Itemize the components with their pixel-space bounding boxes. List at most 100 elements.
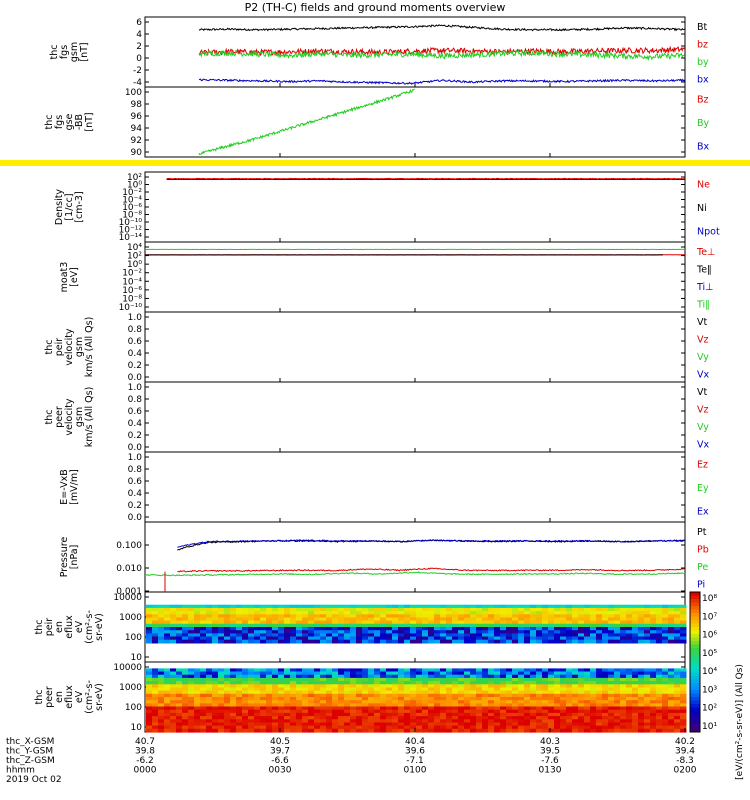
spectrogram-cell [254, 712, 261, 717]
spectrogram-cell [230, 709, 237, 714]
spectrogram-cell [320, 716, 327, 720]
spectrogram-cell [590, 617, 597, 622]
spectrogram-cell [332, 725, 339, 730]
spectrogram-cell [584, 639, 591, 644]
spectrogram-cell [494, 712, 501, 717]
spectrogram-cell [638, 674, 645, 679]
spectrogram-cell [440, 604, 447, 609]
spectrogram-cell [596, 607, 603, 612]
spectrogram-cell [218, 674, 225, 679]
spectrogram-cell [662, 690, 669, 695]
spectrogram-cell [368, 614, 375, 619]
spectrogram-cell [398, 639, 405, 644]
spectrogram-cell [410, 620, 417, 625]
spectrogram-cell [272, 709, 279, 714]
spectrogram-cell [212, 617, 219, 622]
spectrogram-cell [380, 684, 387, 689]
spectrogram-cell [542, 697, 549, 701]
spectrogram-cell [158, 614, 165, 619]
temperature-tick-label: 10² [127, 252, 142, 262]
spectrogram-cell [392, 709, 399, 714]
spectrogram-cell [590, 700, 597, 704]
spectrogram-cell [350, 712, 357, 717]
spectrogram-cell [416, 681, 423, 685]
spectrogram-cell [440, 722, 447, 727]
spectrogram-cell [434, 690, 441, 695]
spectrogram-cell [410, 687, 417, 692]
spectrogram-cell [230, 611, 237, 615]
spectrogram-cell [440, 639, 447, 644]
spectrogram-cell [434, 671, 441, 676]
spectrogram-cell [470, 728, 477, 733]
spectrogram-cell [224, 671, 231, 676]
spectrogram-cell [158, 712, 165, 717]
spectrogram-cell [632, 604, 639, 609]
spectrogram-cell [662, 725, 669, 730]
spectrogram-cell [290, 677, 297, 682]
spectrogram-cell [632, 671, 639, 676]
spectrogram-cell [674, 636, 681, 641]
spectrogram-cell [542, 630, 549, 634]
peer-velocity-ylabel: peer [54, 406, 65, 428]
spectrogram-cell [398, 636, 405, 641]
spectrogram-cell [332, 617, 339, 622]
spectrogram-cell [266, 712, 273, 717]
spectrogram-cell [644, 617, 651, 622]
spectrogram-cell [620, 627, 627, 631]
spectrogram-cell [356, 671, 363, 676]
spectrogram-cell [182, 620, 189, 625]
spectrogram-cell [554, 614, 561, 619]
spectrogram-cell [332, 681, 339, 685]
spectrogram-cell [338, 725, 345, 730]
spectrogram-cell [680, 712, 687, 717]
spectrogram-cell [644, 693, 651, 698]
spectrogram-cell [194, 728, 201, 733]
peir-velocity-tick-label: 0.0 [128, 373, 143, 383]
spectrogram-cell [596, 719, 603, 724]
spectrogram-cell [230, 700, 237, 704]
spectrogram-cell [428, 607, 435, 612]
spectrogram-cell [224, 604, 231, 609]
spectrogram-cell [392, 697, 399, 701]
spectrogram-cell [230, 607, 237, 612]
spectrogram-cell [638, 620, 645, 625]
peer-velocity-tick-label: 1.0 [128, 383, 143, 393]
spectrogram-cell [356, 639, 363, 644]
series-line-bx [198, 78, 686, 86]
spectrogram-cell [530, 639, 537, 644]
spectrogram-cell [350, 668, 357, 673]
spectrogram-cell [152, 627, 159, 631]
spectrogram-cell [476, 639, 483, 644]
spectrogram-cell [674, 627, 681, 631]
spectrogram-cell [464, 709, 471, 714]
spectrogram-cell [170, 627, 177, 631]
spectrogram-cell [440, 706, 447, 711]
spectrogram-cell [512, 671, 519, 676]
spectrogram-cell [320, 677, 327, 682]
spectrogram-cell [404, 681, 411, 685]
spectrogram-cell [278, 712, 285, 717]
spectrogram-cell [464, 630, 471, 634]
spectrogram-cell [314, 614, 321, 619]
spectrogram-cell [560, 700, 567, 704]
spectrogram-cell [422, 617, 429, 622]
spectrogram-cell [254, 700, 261, 704]
spectrogram-cell [302, 687, 309, 692]
spectrogram-cell [584, 719, 591, 724]
spectrogram-cell [410, 604, 417, 609]
pressure-legend-0: Pt [697, 527, 707, 538]
spectrogram-cell [326, 611, 333, 615]
spectrogram-cell [416, 671, 423, 676]
density-tick-label: 10⁻¹⁰ [119, 218, 143, 228]
spectrogram-cell [380, 681, 387, 685]
spectrogram-cell [668, 687, 675, 692]
spectrogram-cell [458, 700, 465, 704]
spectrogram-cell [362, 684, 369, 689]
spectrogram-cell [398, 617, 405, 622]
spectrogram-cell [176, 604, 183, 609]
spectrogram-cell [470, 623, 477, 628]
peir-eflux-ylabel: sr-eV) [94, 613, 105, 641]
spectrogram-cell [524, 627, 531, 631]
spectrogram-cell [194, 611, 201, 615]
spectrogram-cell [386, 633, 393, 638]
